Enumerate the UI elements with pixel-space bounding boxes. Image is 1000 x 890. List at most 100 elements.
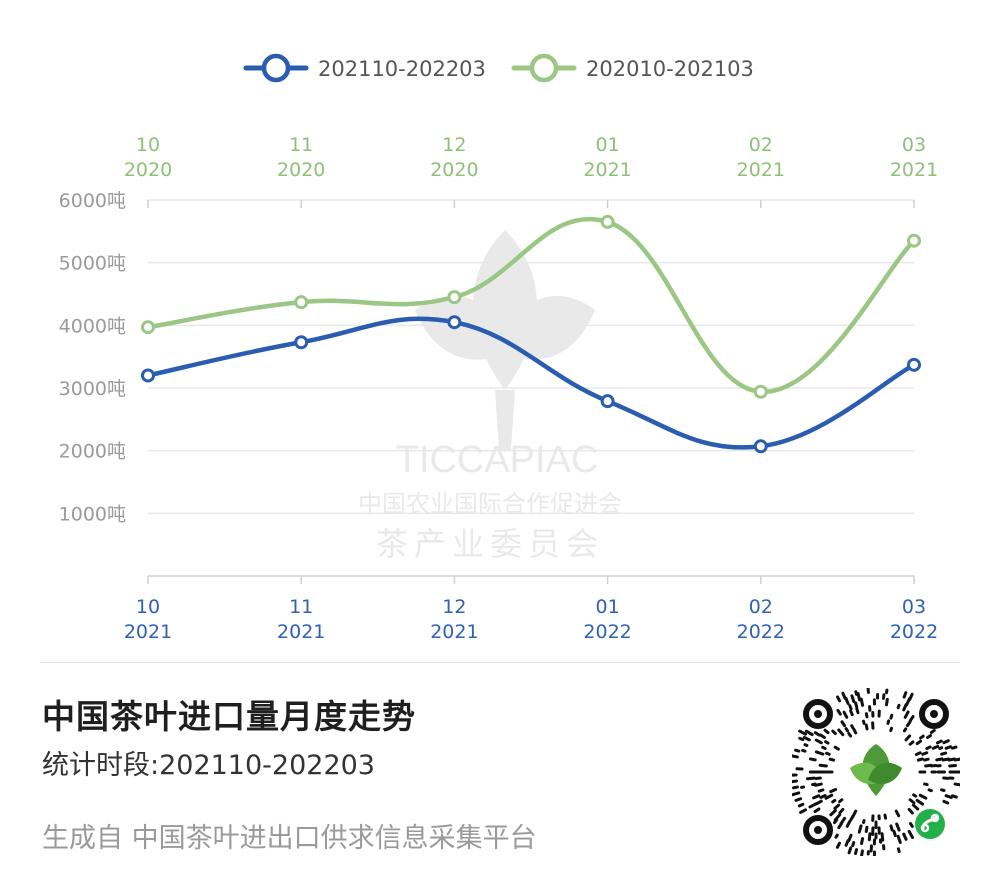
qr-dot (947, 757, 957, 762)
qr-dot (953, 757, 960, 762)
x-tick-label-top-month: 01 (596, 134, 620, 156)
qr-dot (808, 757, 817, 762)
qr-dot (908, 692, 914, 701)
qr-dot (824, 740, 830, 745)
watermark-line2: 茶产业委员会 (376, 525, 604, 563)
x-axis: 10 2021 10 2020 11 2021 11 2020 12 2021 12 2020 01 20… (124, 134, 938, 643)
qr-dot (880, 832, 885, 842)
qr-dot (864, 723, 869, 731)
qr-dot (911, 803, 920, 811)
data-point-series-1[interactable] (294, 335, 309, 350)
x-tick-label-bottom-month: 02 (749, 596, 773, 618)
qr-dot (837, 822, 844, 830)
qr-dot (814, 782, 823, 787)
qr-dot (854, 848, 859, 855)
qr-dot (851, 841, 856, 848)
data-point-series-2[interactable] (907, 233, 921, 248)
qr-dot (794, 748, 801, 753)
qr-dot (833, 818, 839, 825)
watermark-brand: TICCAPIAC (396, 439, 599, 481)
qr-dot (889, 824, 894, 832)
statistics-period: 统计时段:202110-202203 (42, 750, 375, 781)
x-tick-label-top-month: 10 (136, 134, 160, 156)
wechat-mini-program-badge-icon (915, 809, 945, 839)
qr-dot (823, 728, 830, 735)
qr-dot (860, 837, 865, 846)
x-tick-label-bottom-year: 2021 (124, 621, 172, 643)
qr-dot (938, 746, 944, 750)
qr-dot (915, 798, 925, 806)
qr-dot (802, 735, 811, 742)
qr-dot (841, 691, 847, 700)
qr-dot (892, 829, 897, 838)
qr-dot (942, 799, 950, 805)
x-tick-label-top-month: 12 (442, 134, 466, 156)
qr-dot (836, 708, 842, 716)
qr-dot (837, 728, 845, 737)
divider (40, 662, 960, 663)
data-point-series-1[interactable] (753, 439, 768, 454)
qr-dot (812, 794, 821, 800)
x-tick-label-top-year: 2021 (737, 159, 785, 181)
qr-dot (935, 757, 944, 762)
data-point-series-1[interactable] (907, 357, 921, 372)
qr-dot (921, 751, 929, 756)
qr-dot (801, 748, 807, 753)
legend-item-series-1: 202110-202203 (243, 53, 486, 83)
qr-dot (829, 788, 838, 794)
qr-dot (860, 849, 864, 856)
legend-label-series-2: 202010-202103 (586, 57, 754, 81)
qr-dot (889, 726, 894, 733)
qr-dot (819, 794, 827, 800)
qr-dot (849, 709, 854, 717)
qr-dot (931, 744, 940, 750)
data-point-series-2[interactable] (294, 295, 309, 310)
qr-dot (864, 825, 869, 833)
qr-dot (806, 776, 816, 781)
qr-dot (838, 798, 844, 804)
x-tick-label-top-year: 2020 (430, 159, 478, 181)
qr-dot (915, 739, 923, 746)
data-point-series-2[interactable] (447, 290, 462, 305)
x-tick-label-bottom-month: 11 (289, 596, 313, 618)
qr-dot (849, 814, 855, 822)
qr-dot (813, 807, 821, 814)
mini-program-qr-code-icon[interactable] (792, 688, 960, 856)
qr-dot (916, 757, 924, 762)
qr-dot (942, 739, 950, 745)
data-point-series-1[interactable] (141, 368, 155, 383)
qr-dot (944, 794, 953, 799)
qr-dot (815, 799, 823, 806)
qr-dot (811, 782, 817, 787)
watermark-leaf-logo (415, 230, 595, 450)
data-point-series-2[interactable] (753, 384, 768, 399)
data-point-series-2[interactable] (600, 214, 615, 229)
qr-dot (896, 703, 901, 710)
qr-dot (857, 824, 863, 834)
x-tick-label-bottom-month: 03 (902, 596, 926, 618)
x-tick-label-top-month: 03 (902, 134, 926, 156)
qr-dot (804, 729, 814, 737)
chart-title: 中国茶叶进口量月度走势 (42, 697, 416, 736)
qr-dot (953, 782, 960, 787)
qr-dot (929, 728, 936, 735)
qr-dot (834, 833, 839, 839)
legend-item-series-2: 202010-202103 (511, 53, 754, 83)
qr-dot (821, 745, 827, 750)
data-point-series-1[interactable] (600, 394, 615, 409)
data-point-series-1[interactable] (447, 315, 462, 330)
qr-dot (798, 729, 807, 736)
qr-dot (895, 822, 901, 832)
qr-dot (926, 734, 932, 740)
qr-dot (855, 707, 860, 715)
x-tick-label-bottom-year: 2022 (583, 621, 631, 643)
data-point-series-2[interactable] (141, 320, 155, 335)
qr-dot (847, 846, 853, 855)
qr-code-pattern (792, 688, 960, 856)
qr-dot (852, 727, 858, 735)
qr-dot (854, 701, 859, 709)
qr-dot (817, 788, 825, 793)
qr-dot (813, 731, 821, 737)
qr-dot (912, 793, 918, 798)
qr-dot (905, 720, 912, 728)
